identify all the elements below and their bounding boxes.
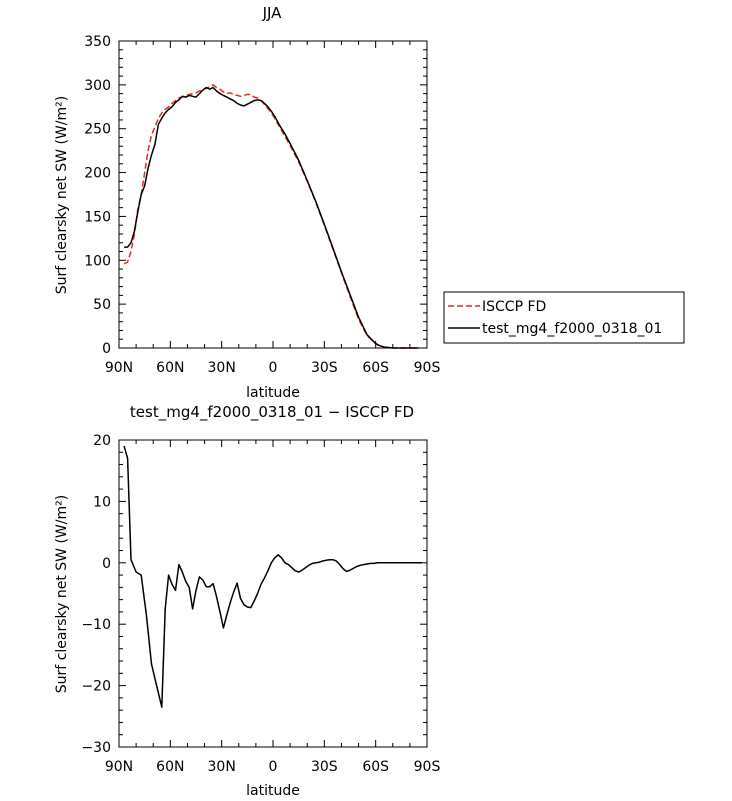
top-x-tick-label: 90S xyxy=(414,360,441,376)
bottom-series-line-difference xyxy=(123,445,422,708)
bottom-x-tick-label: 90N xyxy=(105,759,133,775)
bottom-y-tick-label: −10 xyxy=(81,617,111,633)
bottom-panel: test_mg4_f2000_0318_01 − ISCCP FD 90N 60N… xyxy=(54,403,440,799)
bottom-x-axis-label: latitude xyxy=(246,783,300,799)
bottom-x-tick-label: 90S xyxy=(414,759,441,775)
top-x-tick-label: 30N xyxy=(208,360,236,376)
top-y-tick-label: 0 xyxy=(102,341,111,357)
legend-label-model: test_mg4_f2000_0318_01 xyxy=(482,321,662,337)
top-panel: JJA 90N 60N 30N 0 30S 60S 90S 0 50 100 150 200 250 30… xyxy=(54,4,685,401)
top-y-tick-label: 200 xyxy=(84,166,111,182)
bottom-x-tick-label: 30N xyxy=(208,759,236,775)
top-x-axis-label: latitude xyxy=(246,385,300,401)
top-x-tick-label: 30S xyxy=(311,360,338,376)
top-title: JJA xyxy=(262,4,283,22)
bottom-y-tick-label: 0 xyxy=(102,556,111,572)
top-y-tick-label: 150 xyxy=(84,209,111,225)
bottom-title: test_mg4_f2000_0318_01 − ISCCP FD xyxy=(130,403,414,422)
top-y-tick-label: 100 xyxy=(84,253,111,269)
bottom-x-tick-label: 0 xyxy=(269,759,278,775)
top-x-tick-label: 90N xyxy=(105,360,133,376)
top-x-tick-label: 60S xyxy=(362,360,389,376)
bottom-y-tick-label: 10 xyxy=(93,494,111,510)
bottom-y-tick-label: −20 xyxy=(81,679,111,695)
bottom-x-tick-label: 60S xyxy=(362,759,389,775)
bottom-y-tick-label: 20 xyxy=(93,433,111,449)
bottom-plot-frame xyxy=(118,439,428,748)
top-y-tick-label: 50 xyxy=(93,297,111,313)
top-x-tick-label: 0 xyxy=(269,360,278,376)
top-x-tick-label: 60N xyxy=(156,360,184,376)
top-plot-frame xyxy=(118,40,428,349)
bottom-x-tick-label: 60N xyxy=(156,759,184,775)
legend-frame xyxy=(443,291,685,344)
top-y-axis-label: Surf clearsky net SW (W/m²) xyxy=(54,96,70,294)
bottom-y-tick-label: −30 xyxy=(81,740,111,756)
legend: ISCCP FD test_mg4_f2000_0318_01 xyxy=(443,291,685,344)
bottom-y-axis-label: Surf clearsky net SW (W/m²) xyxy=(54,495,70,693)
top-plot-layer: 90N 60N 30N 0 30S 60S 90S 0 50 100 150 200 250 300 350 xyxy=(84,34,440,376)
top-series-line-test-mg4-f2000-0318-01 xyxy=(124,86,419,349)
legend-label-isccp: ISCCP FD xyxy=(482,299,546,315)
top-y-tick-label: 250 xyxy=(84,122,111,138)
bottom-plot-layer: 90N 60N 30N 0 30S 60S 90S −30 −20 −10 0 10 20 xyxy=(81,433,440,775)
bottom-x-tick-label: 30S xyxy=(311,759,338,775)
top-y-tick-label: 350 xyxy=(84,34,111,50)
top-y-tick-label: 300 xyxy=(84,78,111,94)
top-series-line-isccp-fd xyxy=(123,84,419,349)
